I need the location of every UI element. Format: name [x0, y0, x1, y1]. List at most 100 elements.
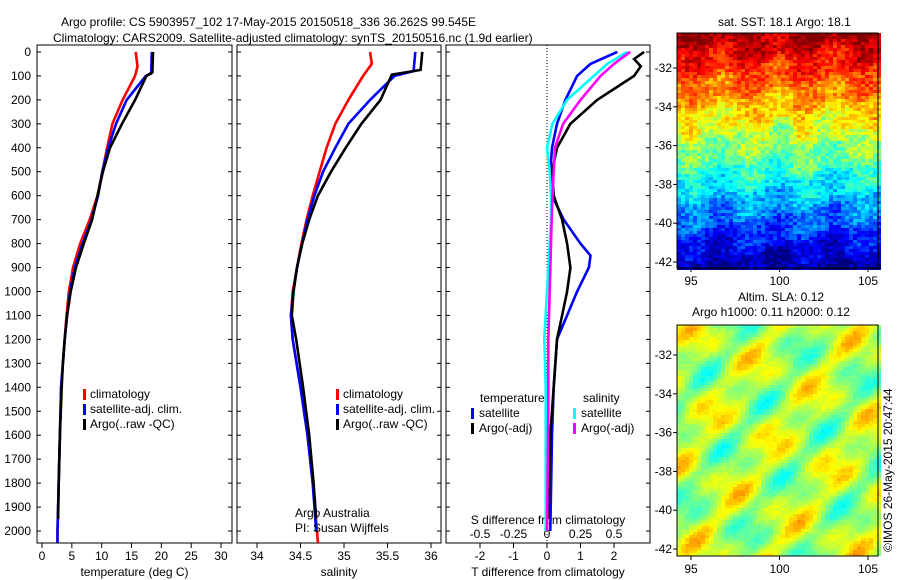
map-cell: [737, 228, 741, 231]
map-cell: [765, 246, 769, 249]
map-cell: [677, 132, 681, 135]
map-cell: [729, 54, 733, 57]
map-cell: [813, 87, 817, 90]
map-cell: [777, 195, 781, 198]
map-cell: [857, 135, 861, 138]
map-cell: [861, 111, 865, 114]
map-cell: [689, 346, 693, 349]
y-tick-label: 1200: [4, 332, 31, 346]
map-cell: [709, 424, 713, 427]
map-cell: [849, 198, 853, 201]
map-cell: [845, 243, 849, 246]
map-cell: [857, 261, 861, 264]
map-cell: [789, 120, 793, 123]
map-cell: [825, 225, 829, 228]
map-cell: [685, 153, 689, 156]
map-cell: [681, 424, 685, 427]
map-cell: [777, 213, 781, 216]
map-cell: [837, 159, 841, 162]
map-cell: [789, 249, 793, 252]
map-cell: [713, 186, 717, 189]
y-tick-label: 0: [24, 45, 31, 59]
map-cell: [765, 42, 769, 45]
map-cell: [685, 340, 689, 343]
map-cell: [825, 243, 829, 246]
map-cell: [753, 252, 757, 255]
map-cell: [685, 403, 689, 406]
map-cell: [677, 478, 681, 481]
map-cell: [729, 234, 733, 237]
map-cell: [745, 60, 749, 63]
map-cell: [849, 93, 853, 96]
map-cell: [685, 526, 689, 529]
map-cell: [685, 222, 689, 225]
map-cell: [821, 225, 825, 228]
map-cell: [745, 192, 749, 195]
map-cell: [849, 48, 853, 51]
map-cell: [813, 219, 817, 222]
map-cell: [697, 520, 701, 523]
map-cell: [805, 45, 809, 48]
map-cell: [817, 36, 821, 39]
map-cell: [841, 177, 845, 180]
map-cell: [705, 180, 709, 183]
map-cell: [877, 102, 881, 105]
map-cell: [757, 39, 761, 42]
series-satellite-adj-clim-: [289, 51, 417, 532]
map-cell: [725, 132, 729, 135]
map-cell: [789, 66, 793, 69]
map-cell: [705, 57, 709, 60]
map-cell: [857, 138, 861, 141]
map-cell: [721, 249, 725, 252]
map-cell: [797, 33, 801, 36]
map-cell: [701, 484, 705, 487]
map-cell: [769, 168, 773, 171]
map-cell: [813, 210, 817, 213]
map-cell: [785, 168, 789, 171]
map-cell: [745, 252, 749, 255]
map-cell: [693, 499, 697, 502]
map-cell: [701, 361, 705, 364]
map-cell: [801, 48, 805, 51]
map-cell: [681, 355, 685, 358]
map-cell: [737, 48, 741, 51]
map-cell: [797, 87, 801, 90]
map-cell: [821, 147, 825, 150]
map-cell: [777, 48, 781, 51]
map-cell: [709, 189, 713, 192]
map-cell: [849, 258, 853, 261]
map-cell: [825, 99, 829, 102]
map-cell: [785, 189, 789, 192]
map-cell: [777, 63, 781, 66]
map-cell: [853, 36, 857, 39]
map-cell: [793, 72, 797, 75]
map-cell: [693, 379, 697, 382]
map-cell: [853, 129, 857, 132]
map-cell: [865, 216, 869, 219]
map-cell: [797, 75, 801, 78]
map-cell: [865, 174, 869, 177]
map-cell: [869, 192, 873, 195]
map-cell: [749, 78, 753, 81]
map-cell: [681, 460, 685, 463]
map-cell: [825, 33, 829, 36]
map-cell: [869, 243, 873, 246]
map-cell: [773, 108, 777, 111]
map-cell: [705, 463, 709, 466]
map-cell: [857, 78, 861, 81]
map-cell: [817, 165, 821, 168]
map-cell: [753, 162, 757, 165]
map-cell: [833, 72, 837, 75]
map-cell: [705, 246, 709, 249]
map-cell: [801, 165, 805, 168]
map-cell: [769, 252, 773, 255]
map-cell: [721, 99, 725, 102]
map-cell: [853, 174, 857, 177]
map-cell: [849, 195, 853, 198]
map-cell: [797, 111, 801, 114]
map-cell: [737, 87, 741, 90]
map-cell: [801, 237, 805, 240]
map-cell: [797, 105, 801, 108]
map-cell: [713, 150, 717, 153]
map-cell: [725, 195, 729, 198]
